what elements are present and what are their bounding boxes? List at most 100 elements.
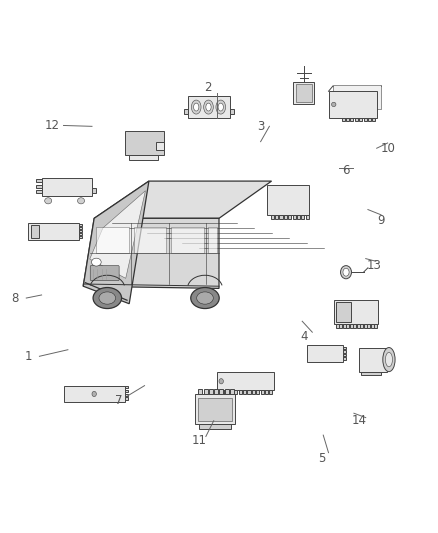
FancyBboxPatch shape (288, 215, 291, 219)
FancyBboxPatch shape (195, 394, 235, 424)
Text: 4: 4 (300, 330, 308, 343)
Text: 10: 10 (380, 142, 395, 155)
FancyBboxPatch shape (364, 324, 367, 328)
Text: 1: 1 (25, 350, 32, 363)
FancyBboxPatch shape (125, 131, 164, 155)
FancyBboxPatch shape (239, 390, 242, 394)
FancyBboxPatch shape (275, 215, 278, 219)
FancyBboxPatch shape (342, 118, 345, 121)
Ellipse shape (332, 102, 336, 107)
Ellipse shape (343, 268, 349, 276)
FancyBboxPatch shape (184, 109, 188, 114)
FancyBboxPatch shape (333, 85, 381, 109)
FancyBboxPatch shape (256, 390, 259, 394)
FancyBboxPatch shape (125, 393, 128, 396)
Ellipse shape (341, 265, 352, 279)
FancyBboxPatch shape (284, 215, 287, 219)
Polygon shape (83, 181, 149, 304)
FancyBboxPatch shape (265, 390, 268, 394)
FancyBboxPatch shape (336, 302, 351, 322)
FancyBboxPatch shape (279, 215, 283, 219)
Ellipse shape (93, 287, 122, 309)
FancyBboxPatch shape (371, 324, 374, 328)
FancyBboxPatch shape (296, 84, 312, 102)
FancyBboxPatch shape (261, 390, 264, 394)
FancyBboxPatch shape (230, 109, 234, 114)
FancyBboxPatch shape (219, 389, 223, 394)
FancyBboxPatch shape (36, 184, 42, 188)
FancyBboxPatch shape (188, 96, 230, 118)
FancyBboxPatch shape (267, 185, 309, 215)
FancyBboxPatch shape (350, 324, 353, 328)
FancyBboxPatch shape (350, 118, 353, 121)
FancyBboxPatch shape (31, 225, 39, 238)
Ellipse shape (385, 352, 392, 367)
FancyBboxPatch shape (271, 215, 274, 219)
Ellipse shape (383, 348, 395, 372)
Ellipse shape (219, 378, 223, 384)
FancyBboxPatch shape (125, 390, 128, 392)
FancyBboxPatch shape (306, 215, 309, 219)
FancyBboxPatch shape (293, 215, 296, 219)
Polygon shape (96, 227, 129, 253)
FancyBboxPatch shape (343, 346, 346, 349)
Text: 7: 7 (114, 393, 122, 407)
FancyBboxPatch shape (357, 324, 360, 328)
Polygon shape (208, 227, 217, 253)
FancyBboxPatch shape (269, 390, 272, 394)
FancyBboxPatch shape (339, 324, 342, 328)
Ellipse shape (206, 103, 211, 111)
Ellipse shape (204, 100, 213, 114)
FancyBboxPatch shape (247, 390, 251, 394)
FancyBboxPatch shape (209, 389, 213, 394)
Ellipse shape (194, 103, 199, 111)
FancyBboxPatch shape (234, 390, 237, 394)
Ellipse shape (216, 100, 226, 114)
Ellipse shape (92, 391, 96, 397)
FancyBboxPatch shape (214, 389, 218, 394)
FancyBboxPatch shape (359, 118, 362, 121)
Ellipse shape (45, 198, 52, 204)
FancyBboxPatch shape (346, 324, 349, 328)
FancyBboxPatch shape (204, 389, 208, 394)
FancyBboxPatch shape (343, 354, 346, 356)
Text: 5: 5 (318, 452, 325, 465)
FancyBboxPatch shape (328, 91, 377, 118)
FancyBboxPatch shape (79, 227, 82, 229)
FancyBboxPatch shape (129, 155, 158, 160)
FancyBboxPatch shape (301, 215, 304, 219)
FancyBboxPatch shape (346, 118, 349, 121)
FancyBboxPatch shape (79, 230, 82, 232)
FancyBboxPatch shape (79, 233, 82, 235)
FancyBboxPatch shape (36, 179, 42, 182)
FancyBboxPatch shape (28, 223, 79, 240)
Polygon shape (171, 227, 204, 253)
FancyBboxPatch shape (343, 324, 346, 328)
FancyBboxPatch shape (361, 372, 381, 375)
FancyBboxPatch shape (92, 188, 96, 193)
Ellipse shape (99, 292, 116, 304)
Text: 12: 12 (45, 119, 60, 132)
Text: 11: 11 (192, 434, 207, 447)
FancyBboxPatch shape (359, 348, 387, 372)
Ellipse shape (191, 287, 219, 309)
FancyBboxPatch shape (353, 324, 356, 328)
FancyBboxPatch shape (36, 190, 42, 193)
FancyBboxPatch shape (355, 118, 358, 121)
FancyBboxPatch shape (297, 215, 300, 219)
FancyBboxPatch shape (64, 386, 125, 402)
FancyBboxPatch shape (364, 118, 367, 121)
FancyBboxPatch shape (221, 390, 224, 394)
FancyBboxPatch shape (367, 324, 370, 328)
Ellipse shape (191, 100, 201, 114)
Text: 3: 3 (257, 120, 264, 133)
FancyBboxPatch shape (90, 265, 119, 280)
Polygon shape (83, 219, 219, 288)
FancyBboxPatch shape (252, 390, 255, 394)
FancyBboxPatch shape (225, 389, 229, 394)
Text: 2: 2 (204, 82, 212, 94)
FancyBboxPatch shape (368, 118, 371, 121)
FancyBboxPatch shape (79, 236, 82, 238)
Polygon shape (90, 191, 145, 278)
Polygon shape (94, 181, 272, 219)
